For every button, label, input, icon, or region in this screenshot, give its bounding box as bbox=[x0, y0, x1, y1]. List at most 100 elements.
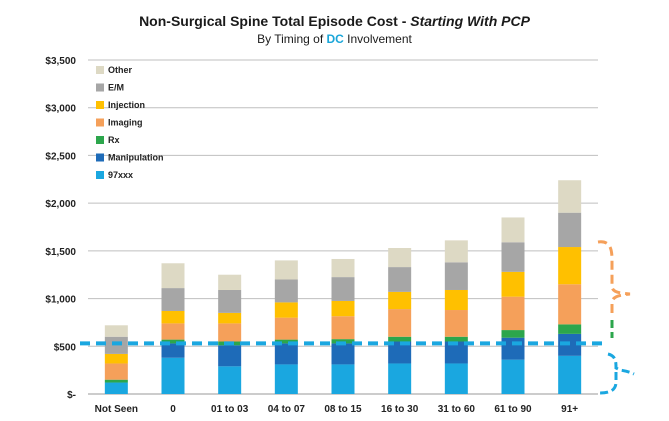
y-axis: $- $500 $1,000 $1,500 $2,000 $2,500 $3,000 $3,5… bbox=[45, 56, 76, 401]
y-tick-label: $500 bbox=[54, 342, 77, 353]
bar-segment-injection bbox=[444, 289, 468, 311]
chart-header: Non-Surgical Spine Total Episode Cost - … bbox=[0, 12, 669, 47]
lower-brace-annotation bbox=[599, 352, 635, 395]
legend-label: Injection bbox=[108, 100, 145, 110]
legend-label: 97xxx bbox=[108, 170, 133, 180]
bar-segment-imaging bbox=[388, 309, 412, 337]
y-tick-label: $1,000 bbox=[45, 295, 76, 306]
bar-segment-e-m bbox=[388, 267, 412, 292]
legend-label: Rx bbox=[108, 135, 120, 145]
upper-brace-annotation bbox=[597, 240, 631, 318]
x-tick-label: 0 bbox=[170, 404, 176, 415]
chart-subtitle-pre: By Timing of bbox=[257, 32, 327, 46]
bar-segment-manipulation bbox=[331, 343, 355, 365]
bar-segment-rx bbox=[388, 336, 412, 342]
bar-segment-injection bbox=[161, 310, 185, 324]
bar-segment-rx bbox=[274, 339, 298, 344]
bar-segment-97xxx bbox=[274, 364, 298, 394]
bar-segment-imaging bbox=[444, 310, 468, 337]
bar-segment-manipulation bbox=[161, 343, 185, 358]
y-tick-label: $3,000 bbox=[45, 104, 76, 115]
bar-segment-imaging bbox=[501, 296, 525, 331]
legend-swatch bbox=[96, 101, 104, 109]
y-tick-label: $2,500 bbox=[45, 151, 76, 162]
bar-segment-imaging bbox=[161, 323, 185, 340]
legend: Other E/M Injection Imaging Rx Manipulation 97… bbox=[96, 65, 164, 180]
y-tick-label: $- bbox=[67, 390, 76, 401]
bar-segment-e-m bbox=[161, 288, 185, 311]
chart-subtitle-highlight: DC bbox=[326, 32, 344, 46]
bar-segment-injection bbox=[501, 271, 525, 297]
bar-segment-97xxx bbox=[388, 363, 412, 394]
legend-label: E/M bbox=[108, 83, 124, 93]
x-tick-label: 16 to 30 bbox=[381, 404, 419, 415]
legend-swatch bbox=[96, 83, 104, 92]
x-tick-label: 08 to 15 bbox=[324, 404, 362, 415]
bar-segment-rx bbox=[104, 379, 128, 383]
x-tick-label: 61 to 90 bbox=[494, 404, 532, 415]
bar-segment-97xxx bbox=[331, 364, 355, 394]
bar-segment-97xxx bbox=[444, 363, 468, 394]
bar-segment-other bbox=[274, 260, 298, 280]
legend-swatch bbox=[96, 153, 104, 162]
bar-segment-other bbox=[501, 217, 525, 243]
bar-segment-rx bbox=[501, 330, 525, 338]
chart-title-main: Non-Surgical Spine Total Episode Cost - bbox=[139, 13, 411, 29]
chart-title-italic: Starting With PCP bbox=[410, 13, 530, 29]
x-tick-label: 04 to 07 bbox=[268, 404, 306, 415]
x-tick-label: 01 to 03 bbox=[211, 404, 249, 415]
y-tick-label: $1,500 bbox=[45, 247, 76, 258]
chart-subtitle-post: Involvement bbox=[343, 32, 412, 46]
bar-segment-imaging bbox=[331, 316, 355, 340]
legend-label: Imaging bbox=[108, 118, 143, 128]
legend-label: Manipulation bbox=[108, 153, 164, 163]
bar-segment-other bbox=[331, 258, 355, 278]
bar-segment-e-m bbox=[331, 277, 355, 301]
bar-segment-e-m bbox=[444, 262, 468, 290]
bar-segment-other bbox=[161, 263, 185, 289]
bar-segment-rx bbox=[161, 339, 185, 344]
bar-segment-injection bbox=[274, 302, 298, 318]
bar-segment-rx bbox=[444, 336, 468, 342]
chart-title: Non-Surgical Spine Total Episode Cost - … bbox=[0, 12, 669, 30]
bar-segment-97xxx bbox=[104, 382, 128, 394]
y-tick-label: $2,000 bbox=[45, 199, 76, 210]
legend-swatch bbox=[96, 171, 104, 179]
bar-segment-manipulation bbox=[444, 341, 468, 364]
chart-subtitle: By Timing of DC Involvement bbox=[0, 31, 669, 47]
bar-segment-97xxx bbox=[558, 355, 582, 394]
bar-segment-injection bbox=[218, 312, 242, 324]
bar-segment-injection bbox=[331, 300, 355, 317]
x-tick-label: Not Seen bbox=[95, 404, 138, 415]
x-axis-labels: Not Seen 0 01 to 03 04 to 07 08 to 15 16 to 3… bbox=[95, 404, 579, 415]
x-tick-label: 91+ bbox=[561, 404, 578, 415]
bar-segment-injection bbox=[388, 291, 412, 310]
legend-swatch bbox=[96, 66, 104, 74]
legend-swatch bbox=[96, 136, 104, 144]
bar-segment-manipulation bbox=[274, 343, 298, 365]
bar-segment-rx bbox=[331, 339, 355, 344]
bar-segment-e-m bbox=[501, 242, 525, 272]
bar-segment-manipulation bbox=[388, 341, 412, 364]
y-tick-label: $3,500 bbox=[45, 56, 76, 67]
bar-segment-97xxx bbox=[218, 366, 242, 394]
brace-annotations bbox=[597, 240, 635, 395]
bar-segment-other bbox=[218, 274, 242, 290]
legend-swatch bbox=[96, 118, 104, 127]
bar-segment-rx bbox=[558, 324, 582, 334]
legend-label: Other bbox=[108, 65, 133, 75]
bar-segment-injection bbox=[104, 353, 128, 364]
bar-segment-imaging bbox=[558, 284, 582, 325]
bar-segment-97xxx bbox=[161, 357, 185, 394]
bar-segment-injection bbox=[558, 247, 582, 285]
bar-segment-97xxx bbox=[501, 359, 525, 394]
bar-segment-other bbox=[558, 180, 582, 213]
bar-segment-other bbox=[388, 247, 412, 268]
bar-segment-imaging bbox=[218, 323, 242, 342]
bar-segment-manipulation bbox=[218, 345, 242, 367]
bar-segment-manipulation bbox=[501, 337, 525, 360]
bar-segment-other bbox=[104, 325, 128, 337]
bar-segment-imaging bbox=[274, 317, 298, 340]
x-tick-label: 31 to 60 bbox=[438, 404, 476, 415]
